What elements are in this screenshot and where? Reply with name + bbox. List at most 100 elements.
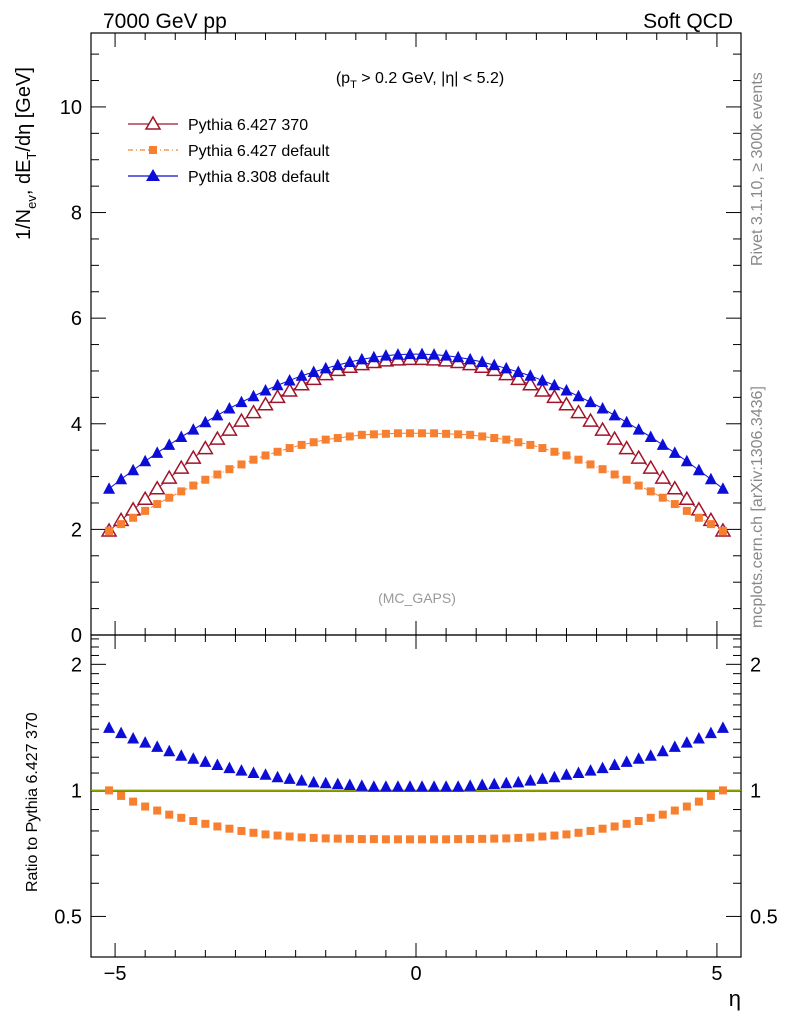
main-data-point-series-2 [295,369,308,381]
main-data-point-series-1 [478,432,487,441]
main-data-point-series-1 [345,432,354,441]
ratio-data-point-series-0 [694,797,703,806]
ratio-data-point-series-0 [333,834,342,843]
ratio-data-point-series-1 [307,775,320,788]
main-data-point-series-2 [127,463,140,476]
ratio-data-point-series-0 [357,835,366,844]
main-data-point-series-0 [185,449,202,464]
main-data-point-series-1 [550,447,559,456]
ratio-data-point-series-1 [391,780,404,792]
main-data-point-series-1 [225,465,234,474]
x-tick-label: −5 [104,963,127,985]
chart-dynamic-layer: −5 0 5 0 2 4 6 8 10 0.5 0.5 1 1 2 2 [54,32,778,985]
main-data-point-series-1 [490,434,499,443]
main-data-point-series-1 [369,430,378,439]
ratio-data-point-series-1 [620,755,633,767]
ratio-data-point-series-0 [526,833,535,842]
main-data-point-series-2 [259,384,272,396]
main-data-point-series-2 [175,430,188,442]
main-y-tick-label: 8 [71,203,82,225]
main-data-point-series-2 [632,423,645,435]
main-data-point-series-1 [574,455,583,464]
main-data-point-series-1 [646,487,655,496]
main-data-point-series-0 [654,469,672,484]
main-data-point-series-2 [716,482,729,494]
main-y-tick-label: 10 [60,97,82,119]
main-y-tick-label: 0 [71,625,82,647]
main-data-point-series-2 [235,395,248,408]
main-data-point-series-1 [309,438,318,447]
main-data-point-series-1 [249,455,258,464]
main-data-point-series-0 [221,421,238,436]
main-data-point-series-2 [247,389,260,402]
ratio-data-point-series-1 [440,780,453,792]
ratio-data-point-series-0 [502,834,511,843]
ratio-data-point-series-0 [466,835,475,844]
ratio-data-point-series-1 [271,770,284,783]
ratio-data-point-series-0 [381,835,390,844]
main-data-point-series-2 [379,349,392,361]
main-data-point-series-2 [596,401,609,414]
ratio-data-point-series-0 [117,791,126,800]
ratio-data-point-series-1 [247,766,260,779]
ratio-data-point-series-1 [283,772,296,784]
main-data-point-series-0 [245,404,262,419]
main-data-point-series-1 [213,470,222,479]
ratio-data-point-series-0 [682,802,691,811]
ratio-data-point-series-1 [403,780,416,792]
main-data-point-series-2 [139,454,152,467]
main-data-point-series-0 [546,388,563,404]
ratio-y-axis-label: Ratio to Pythia 6.427 370 [24,712,41,892]
ratio-data-point-series-1 [548,770,561,783]
main-series-line-2 [108,353,724,490]
main-data-point-series-1 [598,465,607,474]
ratio-data-point-series-0 [165,810,174,819]
ratio-data-point-series-0 [321,834,330,843]
ratio-data-point-series-1 [295,774,308,786]
ratio-data-point-series-1 [452,780,465,792]
ratio-y-tick-label-right: 0.5 [750,906,778,928]
ratio-data-point-series-0 [574,828,583,837]
main-data-point-series-0 [497,366,515,381]
main-data-point-series-0 [666,480,684,495]
main-data-point-series-0 [582,412,599,427]
ratio-data-point-series-0 [105,786,114,795]
ratio-data-point-series-1 [596,761,609,774]
ratio-data-point-series-1 [103,721,116,733]
main-data-point-series-2 [524,369,537,381]
main-data-point-series-0 [594,421,611,436]
main-data-point-series-1 [418,429,427,438]
main-data-point-series-1 [141,506,150,515]
ratio-data-point-series-0 [225,824,234,833]
main-y-tick-label: 4 [71,414,82,436]
main-data-point-series-1 [357,430,366,439]
ratio-data-point-series-1 [343,778,356,790]
main-data-point-series-1 [201,475,210,484]
main-data-point-series-2 [644,430,657,442]
ratio-data-point-series-1 [331,777,344,790]
main-data-point-series-1 [682,506,691,515]
analysis-label: (MC_GAPS) [378,590,456,606]
main-data-point-series-1 [297,440,306,449]
ratio-data-point-series-0 [550,831,559,840]
ratio-data-point-series-1 [139,736,152,748]
main-data-point-series-0 [293,376,310,391]
legend-label-pythia6-default: Pythia 6.427 default [188,143,330,160]
main-data-point-series-1 [562,451,571,460]
x-tick-label: 0 [410,963,421,985]
main-series-line-1 [108,432,724,532]
ratio-data-point-series-1 [464,779,477,791]
header-right: Soft QCD [643,10,733,33]
main-data-point-series-2 [584,395,597,408]
main-data-point-series-1 [466,430,475,439]
main-y-axis-label: 1/Nev, dET/dη [GeV] [13,67,39,240]
main-data-point-series-1 [694,513,703,522]
ratio-data-point-series-0 [201,819,210,828]
ratio-data-point-series-1 [127,732,140,744]
main-data-point-series-0 [172,459,190,474]
ratio-data-point-series-0 [345,834,354,843]
main-data-point-series-1 [189,481,198,490]
ratio-data-point-series-1 [428,780,441,792]
